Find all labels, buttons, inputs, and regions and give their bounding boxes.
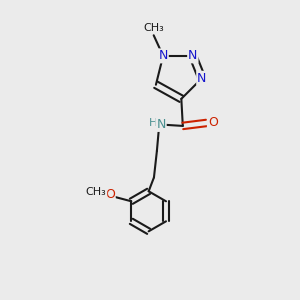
Text: O: O [208,116,218,130]
Text: N: N [158,50,168,62]
Text: CH₃: CH₃ [143,23,164,33]
Text: H: H [148,118,157,128]
Text: N: N [197,72,207,85]
Text: N: N [188,50,197,62]
Text: CH₃: CH₃ [85,187,106,196]
Text: N: N [156,118,166,131]
Text: O: O [105,188,115,201]
